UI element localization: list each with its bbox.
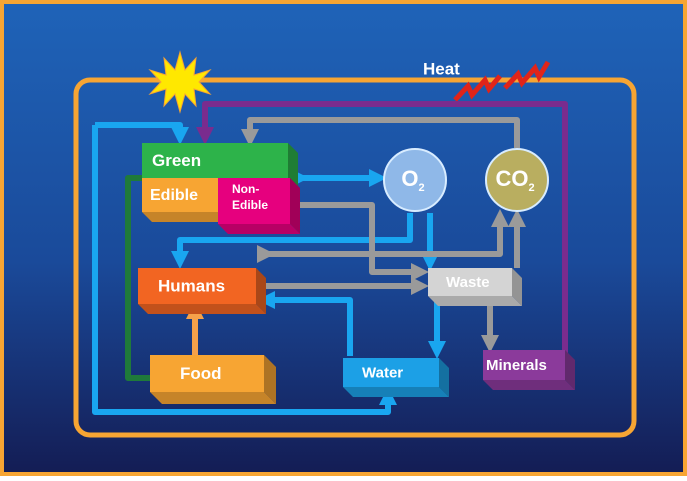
arrow [95, 122, 189, 145]
arrow [241, 117, 520, 148]
box-bottom [343, 387, 449, 397]
box-side [565, 350, 575, 390]
node-label: Food [180, 364, 222, 383]
box-front [483, 350, 565, 380]
box-bottom [428, 296, 522, 306]
box-front [218, 178, 290, 224]
arrow [196, 101, 568, 355]
arrow [257, 291, 353, 356]
node-label: O [401, 166, 418, 191]
arrows [92, 101, 568, 415]
node-subscript: 2 [528, 182, 534, 194]
box-front [428, 268, 512, 296]
box-front [150, 355, 264, 392]
box-bottom [138, 304, 266, 314]
box-front [142, 143, 288, 178]
node-label: Edible [232, 198, 268, 212]
box-front [138, 268, 256, 304]
box-bottom [150, 392, 276, 404]
sun [148, 50, 212, 114]
heat-arrow [503, 60, 551, 90]
box-bottom [483, 380, 575, 390]
box-side [439, 358, 449, 397]
box-side [264, 355, 276, 404]
box-bottom [142, 212, 228, 222]
box-bottom [218, 224, 300, 234]
node-label: Water [362, 364, 403, 381]
box-side [288, 143, 298, 188]
node-label: CO2 [495, 166, 534, 194]
node-label: Green [152, 151, 201, 170]
box-side [290, 178, 300, 234]
arrow [125, 175, 150, 381]
node-label: Waste [446, 274, 490, 291]
box-front [343, 358, 439, 387]
node-circle [485, 148, 549, 212]
arrow [92, 125, 397, 415]
heat-label: Heat [423, 59, 460, 78]
node-label: Minerals [486, 357, 547, 374]
node-label: Edible [150, 187, 198, 204]
node-label: O2 [401, 166, 424, 194]
box-side [256, 268, 266, 314]
heat-arrow [453, 74, 502, 102]
node-label: CO [495, 166, 528, 191]
energy-loop [73, 77, 637, 438]
arrow [257, 209, 509, 263]
node-circle [383, 148, 447, 212]
box-front [142, 178, 218, 212]
node-label: Non- [232, 182, 259, 196]
node-label: Humans [158, 276, 225, 295]
node-subscript: 2 [419, 182, 425, 194]
box-side [512, 268, 522, 306]
